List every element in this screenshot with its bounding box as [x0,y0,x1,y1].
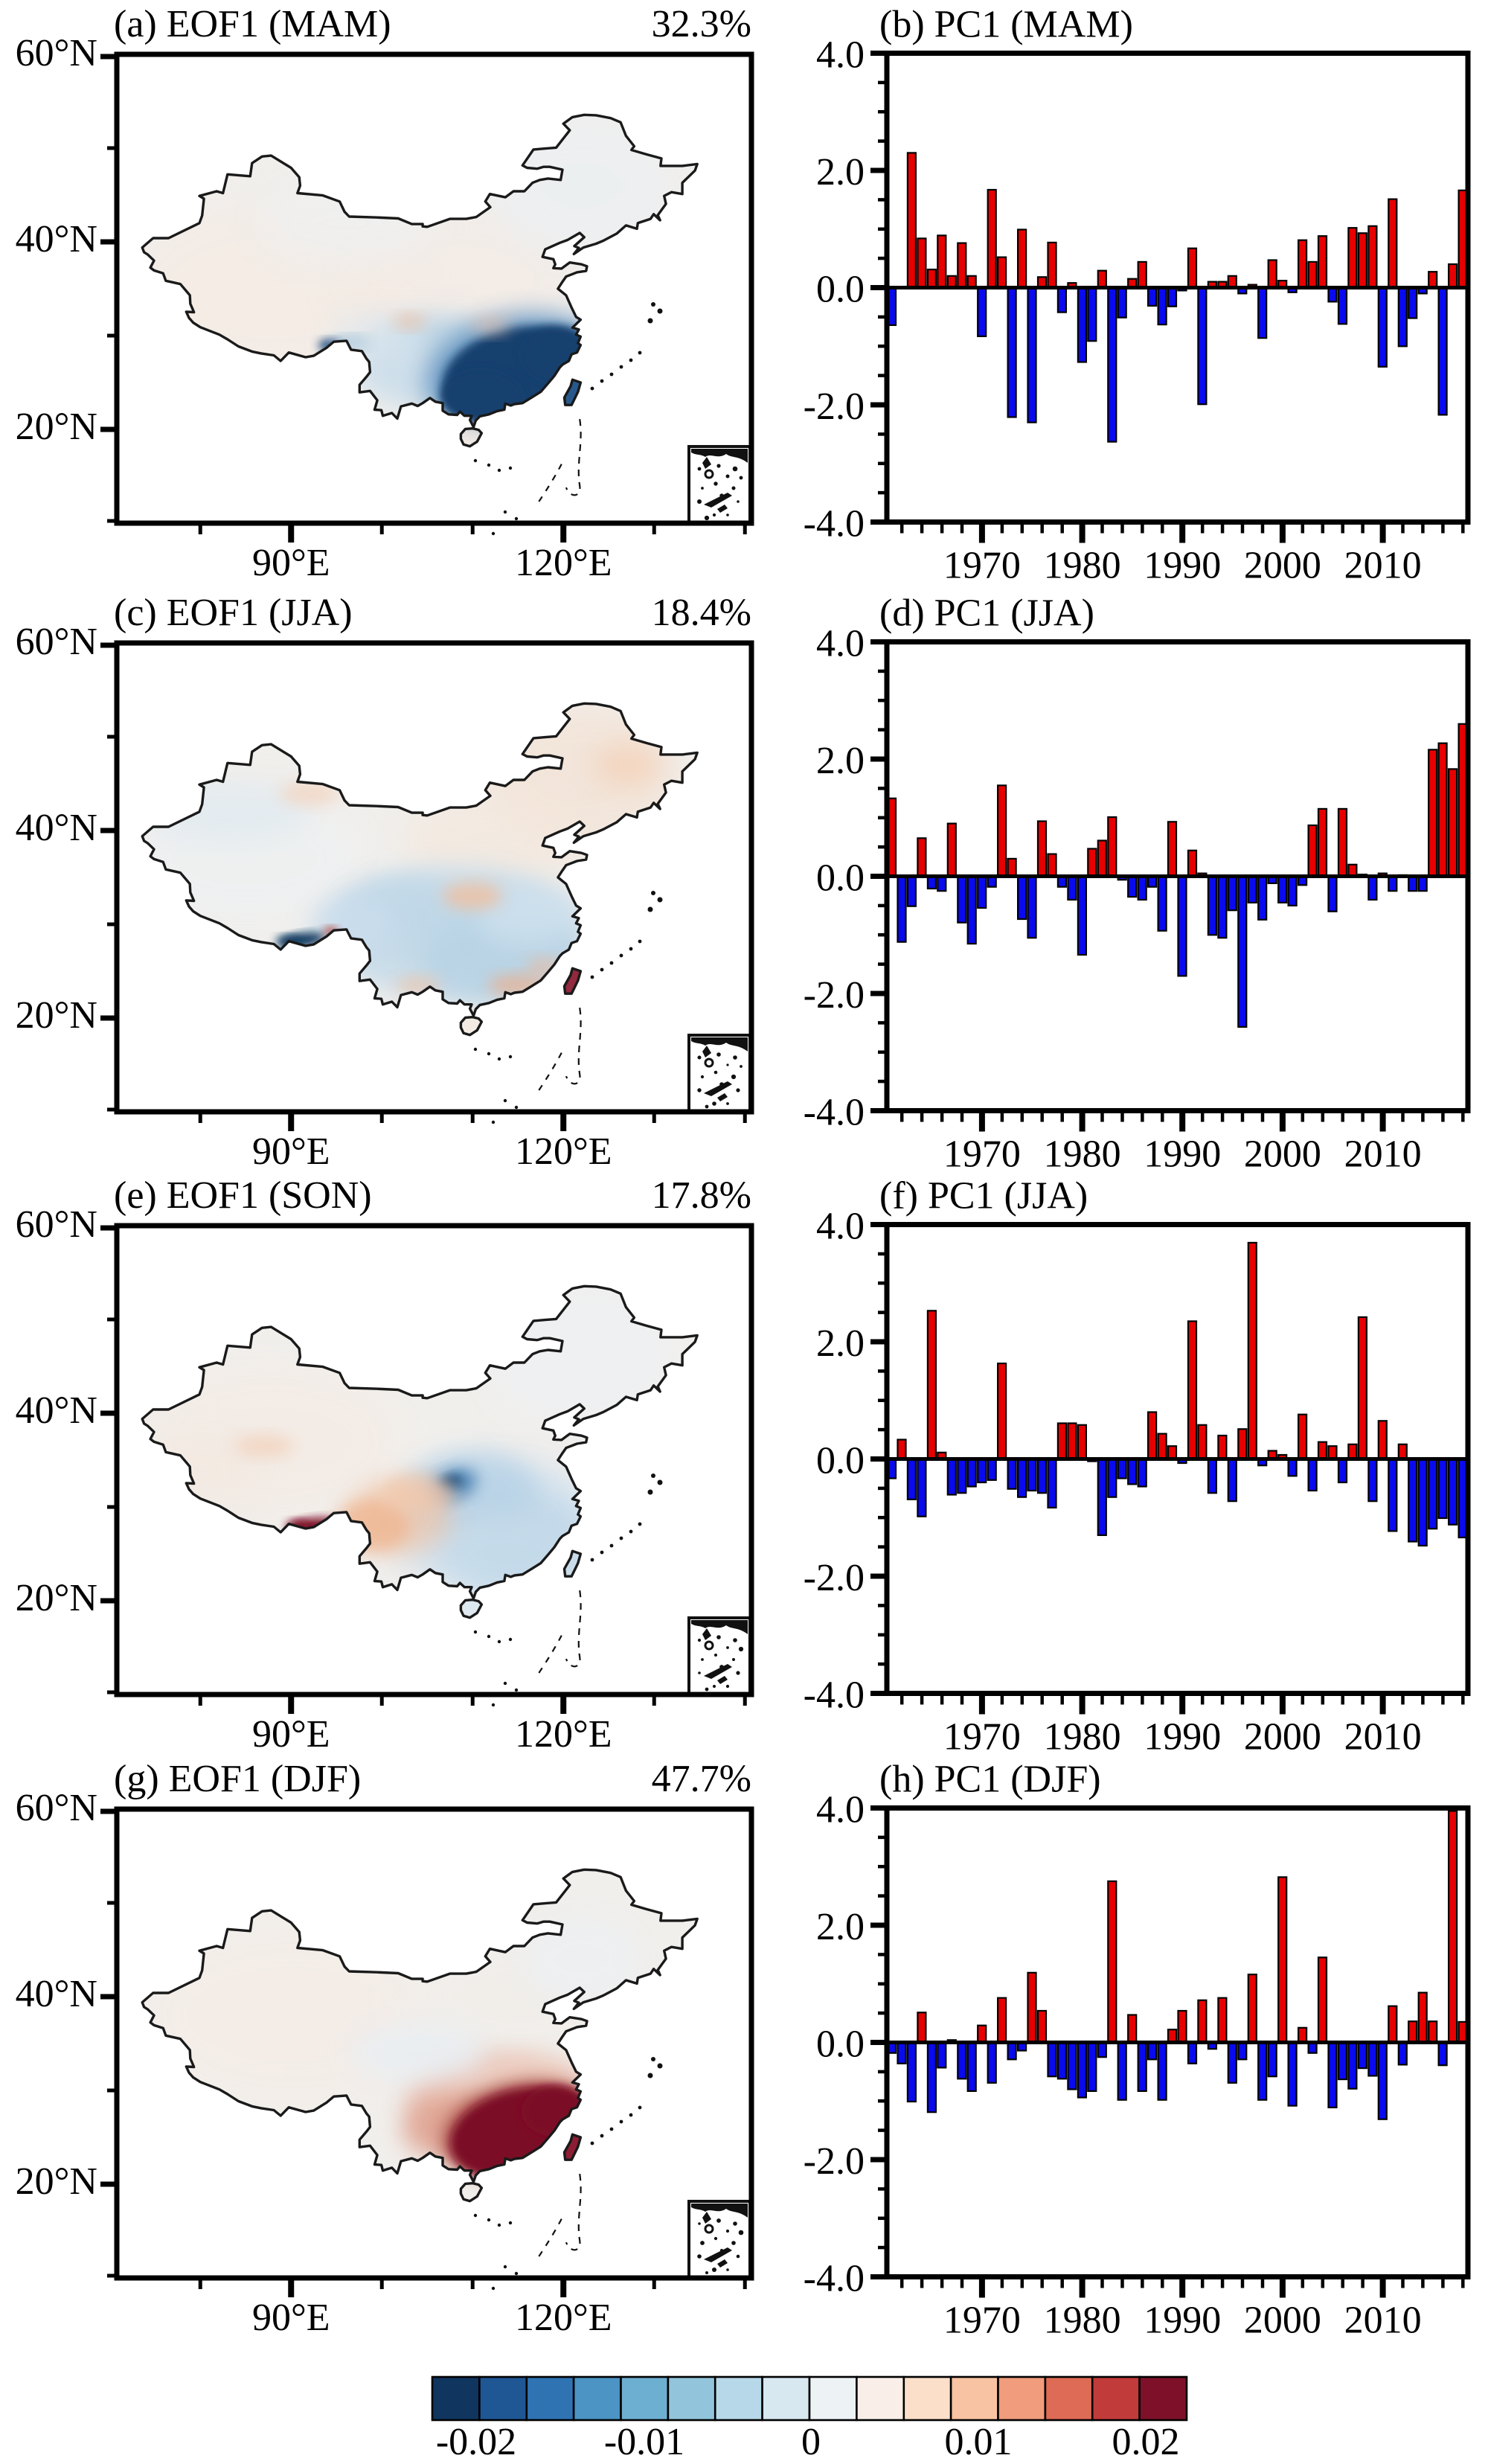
svg-text:90°E: 90°E [252,1713,330,1756]
svg-text:4.0: 4.0 [816,34,865,77]
svg-text:(d) PC1 (JJA): (d) PC1 (JJA) [879,592,1094,635]
svg-text:40°N: 40°N [16,1389,97,1432]
svg-text:60°N: 60°N [16,1787,97,1829]
svg-text:1980: 1980 [1044,1133,1121,1176]
svg-text:2000: 2000 [1244,545,1321,587]
svg-text:4.0: 4.0 [816,1206,865,1248]
svg-text:2010: 2010 [1344,545,1422,587]
svg-text:60°N: 60°N [16,32,97,74]
svg-text:2.0: 2.0 [816,740,865,782]
svg-text:90°E: 90°E [252,542,330,584]
svg-text:20°N: 20°N [16,2160,97,2203]
svg-text:0.01: 0.01 [945,2421,1013,2460]
svg-text:60°N: 60°N [16,621,97,663]
svg-text:2010: 2010 [1344,2300,1422,2342]
svg-text:20°N: 20°N [16,994,97,1037]
svg-text:0.0: 0.0 [816,1440,865,1482]
svg-text:2000: 2000 [1244,1133,1321,1176]
svg-text:32.3%: 32.3% [652,3,751,45]
svg-text:1980: 1980 [1044,1716,1121,1759]
svg-text:20°N: 20°N [16,406,97,448]
svg-text:-4.0: -4.0 [804,2258,865,2300]
svg-text:2.0: 2.0 [816,1322,865,1365]
svg-text:47.7%: 47.7% [652,1758,751,1800]
svg-text:1970: 1970 [943,1716,1021,1759]
svg-text:1990: 1990 [1144,545,1221,587]
svg-text:-2.0: -2.0 [804,974,865,1017]
svg-text:18.4%: 18.4% [652,592,751,634]
svg-text:0.02: 0.02 [1112,2421,1180,2460]
svg-text:17.8%: 17.8% [652,1174,751,1217]
svg-text:90°E: 90°E [252,2297,330,2339]
svg-text:2010: 2010 [1344,1133,1422,1176]
svg-text:2010: 2010 [1344,1716,1422,1759]
svg-text:-0.01: -0.01 [604,2421,684,2460]
svg-text:0.0: 0.0 [816,269,865,311]
svg-text:(g) EOF1 (DJF): (g) EOF1 (DJF) [114,1758,361,1800]
svg-text:-4.0: -4.0 [804,1092,865,1134]
svg-text:2.0: 2.0 [816,151,865,193]
svg-text:-4.0: -4.0 [804,503,865,545]
svg-text:4.0: 4.0 [816,1789,865,1831]
svg-text:-2.0: -2.0 [804,2140,865,2183]
svg-text:-2.0: -2.0 [804,385,865,428]
svg-text:120°E: 120°E [515,1130,612,1173]
svg-text:(h) PC1 (DJF): (h) PC1 (DJF) [879,1759,1101,1801]
svg-text:1980: 1980 [1044,2300,1121,2342]
svg-text:0.0: 0.0 [816,857,865,900]
svg-text:20°N: 20°N [16,1577,97,1619]
svg-text:120°E: 120°E [515,542,612,584]
svg-text:40°N: 40°N [16,1973,97,2015]
svg-text:-0.02: -0.02 [436,2421,516,2460]
svg-text:120°E: 120°E [515,2297,612,2339]
svg-text:2000: 2000 [1244,2300,1321,2342]
svg-text:(b) PC1 (MAM): (b) PC1 (MAM) [879,4,1133,46]
svg-text:40°N: 40°N [16,218,97,260]
svg-text:-2.0: -2.0 [804,1557,865,1599]
svg-text:2.0: 2.0 [816,1906,865,1948]
svg-text:1970: 1970 [943,1133,1021,1176]
svg-text:120°E: 120°E [515,1713,612,1756]
svg-text:4.0: 4.0 [816,623,865,665]
svg-text:-4.0: -4.0 [804,1674,865,1717]
svg-text:(e) EOF1 (SON): (e) EOF1 (SON) [114,1174,372,1217]
svg-text:1990: 1990 [1144,1716,1221,1759]
svg-text:(f) PC1 (JJA): (f) PC1 (JJA) [879,1175,1088,1217]
svg-text:1970: 1970 [943,2300,1021,2342]
svg-text:(c) EOF1 (JJA): (c) EOF1 (JJA) [114,592,353,634]
svg-text:(a) EOF1 (MAM): (a) EOF1 (MAM) [114,3,391,45]
svg-text:0: 0 [801,2421,821,2460]
svg-text:2000: 2000 [1244,1716,1321,1759]
svg-text:1970: 1970 [943,545,1021,587]
svg-text:1990: 1990 [1144,1133,1221,1176]
svg-text:90°E: 90°E [252,1130,330,1173]
svg-text:1990: 1990 [1144,2300,1221,2342]
svg-text:0.0: 0.0 [816,2023,865,2066]
svg-text:40°N: 40°N [16,807,97,849]
svg-text:60°N: 60°N [16,1203,97,1246]
svg-text:1980: 1980 [1044,545,1121,587]
